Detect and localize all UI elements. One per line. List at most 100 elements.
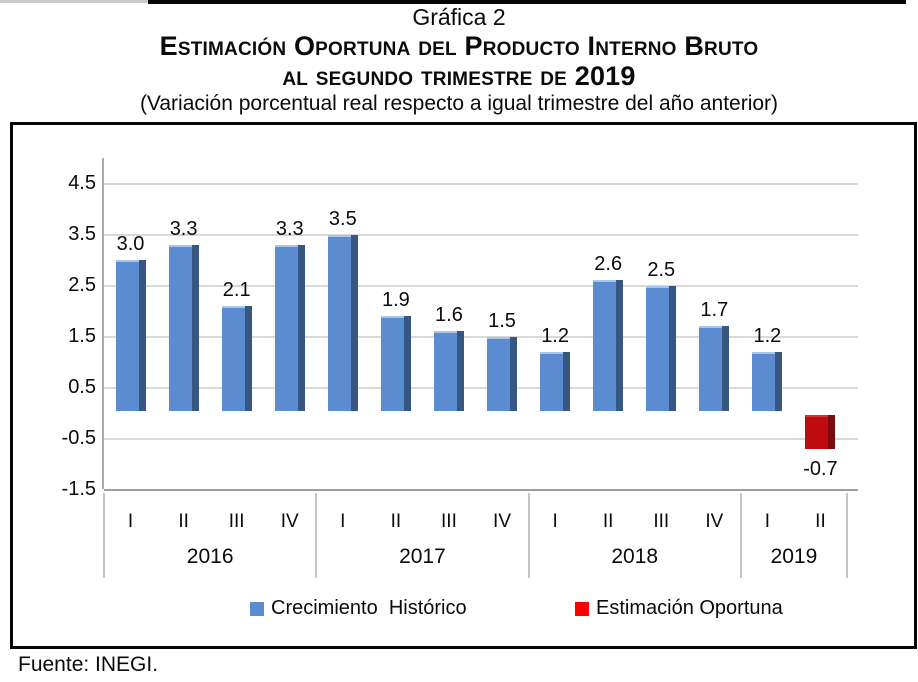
legend-swatch [575,601,589,616]
chart-title-line2: al segundo trimestre de 2019 [0,61,918,92]
chart-main-title: Estimación Oportuna del Producto Interno… [159,31,759,61]
bar-value-label: 1.7 [700,299,729,322]
y-tick-label: 0.5 [68,375,96,398]
bar-shadow-edge [669,285,677,411]
quarter-tick-label: IV [280,511,299,532]
gridline [104,437,858,440]
bar-face [752,351,776,411]
quarter-tick-label: II [815,511,826,532]
quarter-tick-label: II [390,511,402,532]
y-tick-label: 1.5 [68,324,96,347]
category-divider [315,493,318,578]
gridline [104,182,858,185]
y-tick-label: -0.5 [61,426,96,449]
bar-face [593,280,617,411]
bar-face [487,336,511,411]
bar-value-label: 1.9 [381,289,410,312]
bar-face [433,331,457,411]
year-label-2019: 2019 [770,545,818,568]
bar-value-label: 2.1 [222,278,251,301]
title-year: 2019 [574,61,636,91]
bar-2018-I [540,351,571,411]
legend-swatch [250,601,264,616]
bar-face [168,244,192,411]
bar-face [221,305,245,411]
bar-face [805,415,829,449]
quarter-tick-label: III [228,511,245,532]
bar-value-label: 2.6 [594,253,623,276]
quarter-tick-label: III [441,511,457,532]
bar-2016-I [115,260,146,411]
quarter-tick-label: II [602,511,614,532]
year-label-2018: 2018 [611,545,659,568]
bar-value-label: 3.0 [116,233,145,255]
bar-shadow-edge [722,326,730,411]
bar-2017-I [327,234,358,411]
bar-shadow-edge [191,244,199,411]
top-rule-black [148,0,906,4]
y-tick-label: 2.5 [68,273,96,296]
y-tick-label: 3.5 [68,222,96,245]
year-label-2017: 2017 [399,545,446,568]
category-divider [103,493,105,578]
quarter-tick-label: I [340,511,346,532]
bar-2016-IV [274,244,305,411]
chart-subtitle: (Variación porcentual real respecto a ig… [139,92,779,115]
bar-face [327,234,351,411]
legend-item-oportuna: Estimación Oportuna [575,597,783,620]
quarter-tick-label: II [178,511,189,532]
top-rule-gray [0,0,148,3]
gridline [104,488,858,491]
y-axis-line [102,158,104,489]
bar-shadow-edge [510,336,518,411]
bar-shadow-edge [297,244,305,411]
bar-shadow-edge [138,260,146,411]
quarter-tick-label: IV [493,511,511,532]
category-divider [739,493,742,578]
gridline [104,284,858,287]
legend-label: Estimación Oportuna [596,597,783,619]
y-tick-label: 4.5 [68,171,96,194]
bar-shadow-edge [775,351,783,411]
bar-2016-III [221,305,252,411]
bar-2019-I [752,351,783,411]
title-period-text: al segundo trimestre de [282,61,575,91]
quarter-tick-label: I [552,511,558,532]
bar-shadow-edge [403,316,411,411]
quarter-tick-label: I [127,511,134,532]
bar-2017-II [380,316,411,411]
bar-value-label: 1.2 [541,324,569,347]
bar-face [274,244,298,411]
bar-value-label: 1.5 [488,309,516,332]
chart-number-title: Gráfica 2 [412,4,506,30]
bar-2018-III [646,285,677,411]
bar-shadow-edge [828,415,836,449]
bar-2017-IV [487,336,518,411]
source-note: Fuente: INEGI. [18,653,159,676]
bar-2016-II [168,244,199,411]
quarter-tick-label: I [764,511,771,532]
bar-face [540,351,564,411]
bar-2018-II [593,280,624,411]
bar-face [380,316,404,411]
bar-value-label: 1.6 [435,304,463,327]
bar-value-label: 1.2 [753,324,782,347]
bar-shadow-edge [350,234,358,411]
bar-2019-II [805,415,836,449]
legend-label: Crecimiento Histórico [271,597,467,619]
gridline [104,233,858,236]
gridline [104,335,858,338]
bar-value-label: -0.7 [803,457,838,480]
bar-2017-III [433,331,464,411]
bar-face [699,326,723,411]
quarter-tick-label: IV [705,511,724,532]
bar-face [115,260,139,411]
bar-shadow-edge [563,351,571,411]
category-divider [527,493,530,578]
quarter-tick-label: III [653,511,670,532]
bar-shadow-edge [244,305,252,411]
bar-value-label: 2.5 [647,258,676,281]
bar-shadow-edge [456,331,464,411]
